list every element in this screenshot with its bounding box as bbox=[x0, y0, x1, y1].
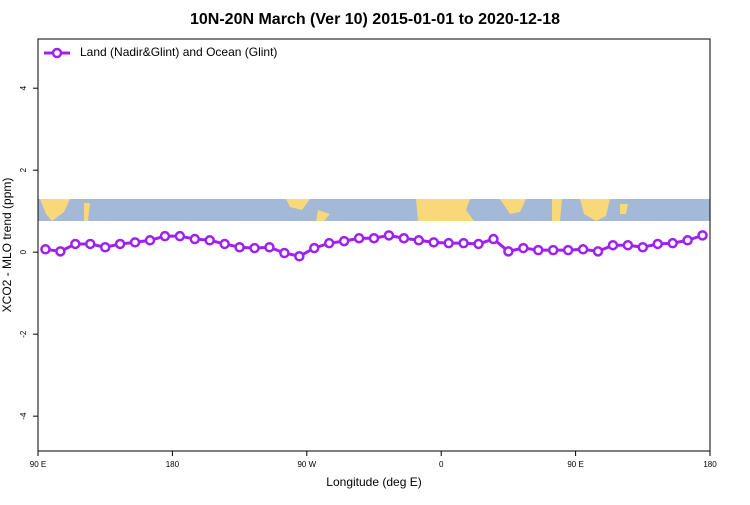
data-point bbox=[652, 238, 663, 250]
data-point bbox=[518, 242, 529, 254]
data-point bbox=[309, 242, 320, 254]
data-point bbox=[85, 238, 96, 250]
data-point bbox=[488, 233, 499, 245]
x-tick-label: 90 E bbox=[30, 460, 46, 469]
data-point bbox=[667, 237, 678, 249]
data-point bbox=[204, 235, 215, 246]
legend-label: Land (Nadir&Glint) and Ocean (Glint) bbox=[80, 45, 277, 59]
data-point bbox=[353, 232, 365, 244]
x-tick-label: 180 bbox=[703, 460, 717, 469]
data-point bbox=[159, 230, 171, 242]
legend-marker bbox=[51, 47, 63, 59]
y-tick-label: 2 bbox=[19, 167, 28, 172]
data-point bbox=[443, 237, 454, 249]
y-tick-label: -4 bbox=[19, 412, 28, 420]
map-ocean bbox=[38, 199, 710, 221]
data-point bbox=[637, 242, 649, 253]
data-point bbox=[503, 246, 514, 257]
data-point bbox=[622, 239, 634, 251]
data-point bbox=[40, 244, 51, 255]
data-point bbox=[697, 230, 708, 241]
data-point bbox=[279, 247, 290, 259]
x-tick-label: 0 bbox=[439, 460, 444, 469]
x-tick-label: 90 E bbox=[567, 460, 583, 469]
data-point bbox=[99, 242, 111, 253]
data-point bbox=[413, 235, 425, 246]
data-point bbox=[682, 235, 693, 246]
y-axis-label: XCO2 - MLO trend (ppm) bbox=[0, 178, 14, 313]
data-point bbox=[592, 246, 604, 257]
map-band bbox=[38, 199, 710, 221]
x-tick-label: 180 bbox=[166, 460, 180, 469]
y-tick-label: -2 bbox=[19, 330, 28, 338]
data-point bbox=[219, 238, 230, 250]
data-point bbox=[383, 230, 395, 241]
y-tick-label: 0 bbox=[19, 249, 28, 254]
data-point bbox=[323, 237, 335, 249]
data-point bbox=[55, 246, 66, 257]
data-point bbox=[533, 244, 544, 256]
data-point bbox=[428, 237, 439, 248]
data-point bbox=[368, 232, 380, 244]
data-point bbox=[398, 232, 410, 244]
chart-title: 10N-20N March (Ver 10) 2015-01-01 to 202… bbox=[190, 11, 560, 28]
data-point bbox=[338, 235, 350, 247]
data-point bbox=[294, 251, 305, 262]
data-point bbox=[458, 237, 469, 249]
data-point bbox=[174, 230, 186, 242]
x-tick-label: 90 W bbox=[297, 460, 316, 469]
data-point bbox=[129, 237, 141, 248]
data-point bbox=[547, 244, 559, 256]
map-land bbox=[40, 199, 628, 221]
data-point bbox=[70, 238, 81, 250]
data-point bbox=[264, 242, 275, 253]
data-point bbox=[577, 244, 589, 255]
data-point bbox=[144, 235, 156, 246]
data-point bbox=[234, 242, 245, 253]
data-point bbox=[473, 238, 484, 250]
plot-frame bbox=[37, 38, 711, 452]
data-point bbox=[562, 244, 574, 256]
data-point bbox=[189, 233, 201, 245]
x-axis-label: Longitude (deg E) bbox=[326, 475, 421, 489]
y-tick-label: 4 bbox=[19, 85, 28, 90]
data-point bbox=[607, 239, 619, 251]
data-point bbox=[114, 238, 126, 250]
data-point bbox=[249, 242, 260, 254]
